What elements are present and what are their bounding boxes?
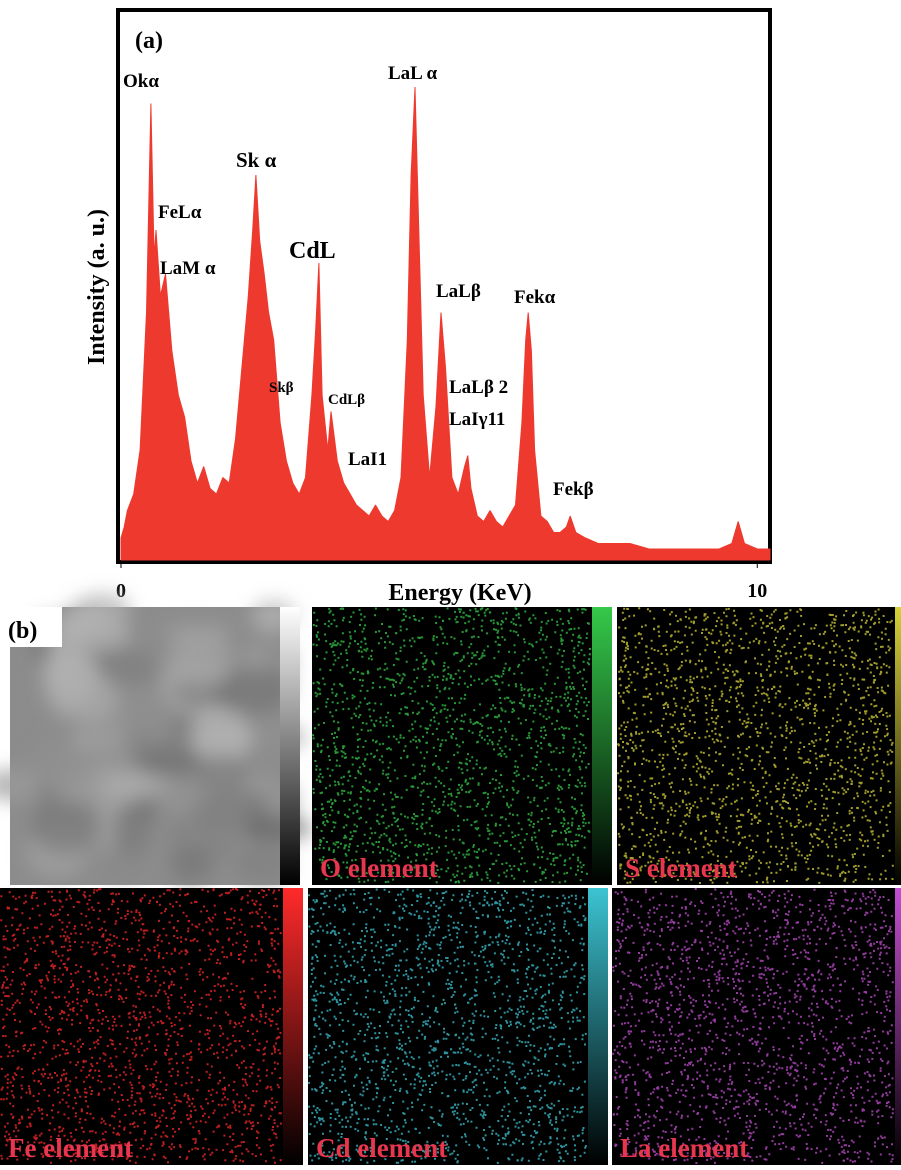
sem-grain: [99, 769, 157, 800]
map-background: [0, 888, 283, 1165]
peak-label: FeLα: [158, 202, 202, 223]
x-tick-label: 10: [747, 580, 767, 602]
element-map: Cd element: [308, 888, 608, 1165]
peak-label: LaIγ11: [449, 409, 505, 430]
element-label: Fe element: [8, 1133, 133, 1163]
sem-grain: [35, 810, 58, 832]
element-map: La element: [612, 888, 901, 1165]
sem-grain: [0, 768, 44, 802]
element-dots: [0, 888, 282, 1164]
peak-label: Sk α: [236, 148, 277, 172]
sem-grain: [135, 743, 202, 778]
peak-label: Fekβ: [553, 479, 594, 500]
spectrum-area: [120, 86, 771, 561]
sem-grain: [193, 790, 271, 830]
sem-grain: [113, 803, 152, 858]
y-axis-label: Intensity (a. u.): [84, 209, 110, 365]
element-map: S element: [617, 607, 901, 885]
x-axis-label: Energy (KeV): [388, 580, 531, 606]
label-backdrop: [0, 607, 62, 647]
sem-grain: [213, 665, 292, 713]
sem-grain: [233, 849, 291, 883]
peak-label: Okα: [123, 71, 159, 92]
sem-grain: [58, 636, 84, 664]
panel-label: (b): [8, 618, 37, 644]
colorbar: [592, 607, 612, 885]
element-map: O element: [312, 607, 612, 885]
sem-grain: [99, 860, 146, 878]
peak-label: LaL α: [388, 63, 438, 84]
sem-grain: [243, 815, 312, 842]
map-background: [308, 888, 588, 1165]
element-dots: [612, 888, 894, 1164]
x-tick-label: 0: [116, 580, 126, 602]
element-map: [0, 592, 312, 885]
element-dots: [617, 607, 894, 884]
sem-grain: [192, 753, 251, 794]
sem-grain: [191, 709, 252, 765]
peak-label: CdL: [289, 238, 336, 264]
peak-label: Fekα: [514, 287, 556, 308]
element-label: La element: [620, 1133, 748, 1163]
sem-grain: [165, 636, 235, 689]
peak-label: CdLβ: [328, 392, 365, 408]
peak-label: LaI1: [348, 449, 387, 470]
sem-grain: [31, 738, 92, 793]
peak-label: LaM α: [160, 258, 216, 279]
colorbar: [283, 888, 303, 1165]
sem-grain: [159, 621, 236, 641]
sem-grain: [168, 846, 214, 884]
sem-grain: [243, 645, 266, 673]
element-label: S element: [625, 853, 737, 883]
panel-label: (a): [135, 28, 163, 54]
sem-grain: [46, 671, 119, 722]
element-label: O element: [320, 853, 438, 883]
peak-label: LaLβ 2: [449, 377, 508, 398]
colorbar: [280, 607, 300, 885]
element-label: Cd element: [316, 1133, 447, 1163]
colorbar: [588, 888, 608, 1165]
colorbar: [895, 888, 901, 1165]
colorbar: [895, 607, 901, 885]
peak-label: Skβ: [269, 380, 294, 396]
peak-label: LaLβ: [436, 281, 481, 302]
element-map: Fe element: [0, 888, 303, 1165]
